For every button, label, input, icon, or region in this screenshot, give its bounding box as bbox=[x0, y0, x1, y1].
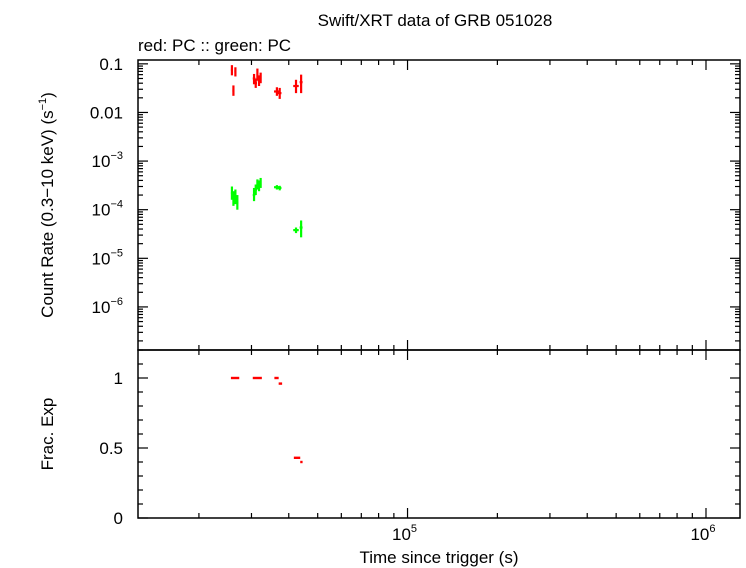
y-tick-label: 0.5 bbox=[99, 439, 123, 458]
x-tick-label: 106 bbox=[690, 523, 715, 544]
count-rate-plot-frame bbox=[137, 59, 741, 351]
y-tick-label: 0 bbox=[114, 509, 123, 528]
data-point bbox=[299, 220, 303, 238]
data-point bbox=[293, 79, 299, 94]
y-tick-label: 0.01 bbox=[90, 103, 123, 122]
y-tick-label: 10−6 bbox=[92, 296, 123, 317]
data-point bbox=[277, 185, 282, 191]
y-tick-label: 1 bbox=[114, 369, 123, 388]
data-point bbox=[256, 68, 259, 81]
data-point bbox=[293, 227, 299, 234]
frac-exp-data-points bbox=[230, 376, 303, 464]
y-tick-label: 10−3 bbox=[92, 150, 123, 171]
chart-title: Swift/XRT data of GRB 051028 bbox=[318, 11, 553, 30]
data-point bbox=[299, 74, 303, 94]
data-point bbox=[230, 65, 234, 76]
count-rate-y-axis-label: Count Rate (0.3−10 keV) (s−1) bbox=[37, 92, 57, 318]
data-point bbox=[232, 191, 235, 206]
data-point bbox=[277, 87, 282, 99]
data-point bbox=[254, 78, 257, 88]
data-point bbox=[259, 72, 262, 84]
y-tick-label: 10−4 bbox=[92, 199, 123, 220]
x-axis-label: Time since trigger (s) bbox=[359, 548, 518, 567]
count-rate-y-ticks: 0.1 0.01 10−3 10−4 10−5 10−6 bbox=[90, 55, 740, 342]
y-tick-label: 10−5 bbox=[92, 247, 123, 268]
data-point bbox=[232, 85, 235, 96]
frac-exp-y-axis-label: Frac. Exp bbox=[38, 398, 57, 471]
frac-exp-y-ticks: 10.50 bbox=[99, 349, 740, 528]
frac-exp-x-ticks: 105 106 bbox=[198, 350, 716, 544]
frac-exp-plot-frame bbox=[137, 349, 741, 519]
x-tick-label: 105 bbox=[392, 523, 417, 544]
data-point bbox=[259, 177, 262, 188]
count-rate-x-ticks bbox=[198, 60, 707, 350]
data-point bbox=[234, 189, 237, 205]
count-rate-data-points bbox=[230, 65, 303, 238]
data-point bbox=[234, 67, 237, 77]
data-point bbox=[236, 195, 239, 210]
chart-subtitle: red: PC :: green: PC bbox=[138, 36, 291, 55]
y-tick-label: 0.1 bbox=[99, 55, 123, 74]
